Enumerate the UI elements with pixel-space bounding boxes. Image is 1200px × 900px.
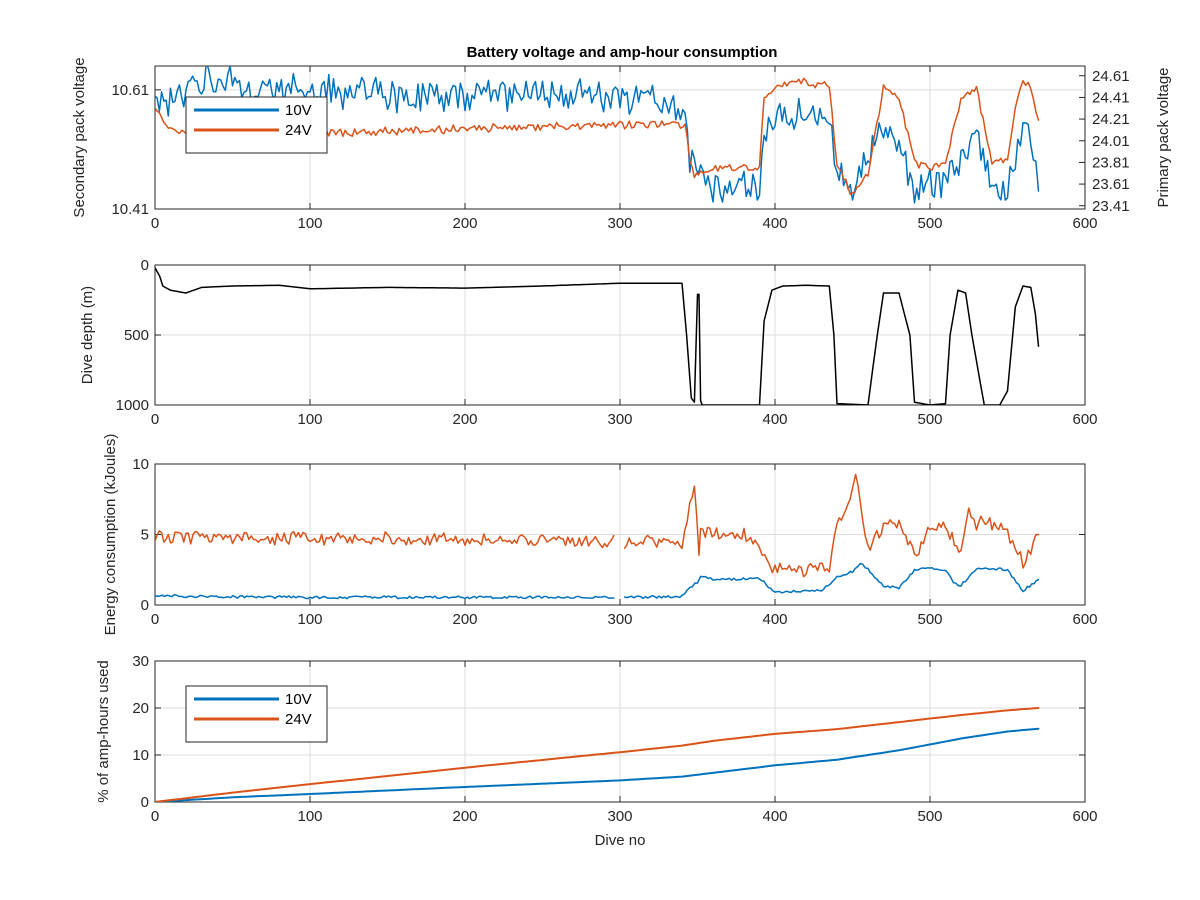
x-tick-label: 400 [762, 215, 787, 232]
y-right-tick-label: 24.41 [1092, 89, 1130, 106]
y-axis-title: Energy consumption (kJoules) [102, 434, 119, 636]
y-tick-label: 0 [141, 597, 149, 614]
chart-panel-1: 0 100 200 300 400 500 600 10.41 10.61 23.41 23.61 2… [71, 57, 1172, 232]
series-line-24V [155, 707, 1040, 802]
y-tick-label: 500 [124, 327, 149, 344]
legend-label: 10V [285, 691, 312, 708]
x-tick-label: 600 [1072, 411, 1097, 428]
y-tick-label: 0 [141, 257, 149, 274]
x-tick-label: 200 [452, 411, 477, 428]
y-right-tick-label: 24.21 [1092, 111, 1130, 128]
x-tick-label: 100 [297, 611, 322, 628]
x-tick-label: 300 [607, 808, 632, 825]
x-tick-label: 500 [917, 611, 942, 628]
y-right-tick-label: 24.01 [1092, 133, 1130, 150]
series-line-10V [155, 66, 1040, 204]
y-right-axis-title: Primary pack voltage [1155, 67, 1172, 207]
y-tick-label: 5 [141, 527, 149, 544]
x-tick-label: 0 [151, 808, 159, 825]
x-tick-label: 100 [297, 411, 322, 428]
x-tick-label: 100 [297, 215, 322, 232]
x-tick-label: 400 [762, 808, 787, 825]
x-tick-label: 200 [452, 215, 477, 232]
x-tick-label: 0 [151, 215, 159, 232]
x-tick-label: 0 [151, 611, 159, 628]
y-axis-title: Dive depth (m) [79, 286, 96, 384]
y-right-tick-label: 23.81 [1092, 154, 1130, 171]
x-tick-label: 300 [607, 411, 632, 428]
y-tick-label: 10.61 [111, 82, 149, 99]
x-tick-label: 600 [1072, 611, 1097, 628]
y-right-tick-label: 24.61 [1092, 68, 1130, 85]
y-tick-label: 30 [132, 653, 149, 670]
x-tick-label: 500 [917, 215, 942, 232]
series-line-line-1 [155, 267, 1040, 405]
x-tick-label: 200 [452, 808, 477, 825]
legend-box [185, 685, 328, 743]
y-tick-label: 10.41 [111, 201, 149, 218]
series-line-line-2 [155, 473, 1040, 578]
chart-panel-4: 0 100 200 300 400 500 600 0 10 20 30 % of amp-hours… [95, 653, 1098, 849]
x-tick-label: 300 [607, 611, 632, 628]
y-tick-label: 1000 [116, 397, 149, 414]
chart-panel-3: 0 100 200 300 400 500 600 0 5 10 Energy consumptio… [102, 434, 1098, 636]
y-tick-label: 0 [141, 794, 149, 811]
x-tick-label: 600 [1072, 215, 1097, 232]
x-axis-title: Dive no [595, 832, 646, 849]
y-tick-label: 10 [132, 456, 149, 473]
x-tick-label: 400 [762, 411, 787, 428]
y-axis-title: % of amp-hours used [95, 660, 112, 803]
legend-label: 10V [285, 102, 312, 119]
y-tick-label: 20 [132, 700, 149, 717]
x-tick-label: 300 [607, 215, 632, 232]
y-right-tick-label: 23.41 [1092, 198, 1130, 215]
x-tick-label: 100 [297, 808, 322, 825]
x-tick-label: 400 [762, 611, 787, 628]
legend-label: 24V [285, 711, 312, 728]
legend-label: 24V [285, 122, 312, 139]
y-right-tick-label: 23.61 [1092, 176, 1130, 193]
chart-panel-2: 0 100 200 300 400 500 600 0 500 1000 Dive depth (m… [79, 257, 1098, 428]
y-axis-title: Secondary pack voltage [71, 57, 88, 217]
legend-box [185, 96, 328, 154]
x-tick-label: 0 [151, 411, 159, 428]
y-tick-label: 10 [132, 747, 149, 764]
x-tick-label: 200 [452, 611, 477, 628]
axes-layer: 0 100 200 300 400 500 60010.4110.6123.4123.612… [71, 57, 1172, 849]
chart-title: Battery voltage and amp-hour consumption [467, 44, 778, 61]
series-line-line-1 [155, 562, 1040, 600]
x-tick-label: 500 [917, 411, 942, 428]
series-line-10V [155, 727, 1040, 802]
x-tick-label: 500 [917, 808, 942, 825]
x-tick-label: 600 [1072, 808, 1097, 825]
